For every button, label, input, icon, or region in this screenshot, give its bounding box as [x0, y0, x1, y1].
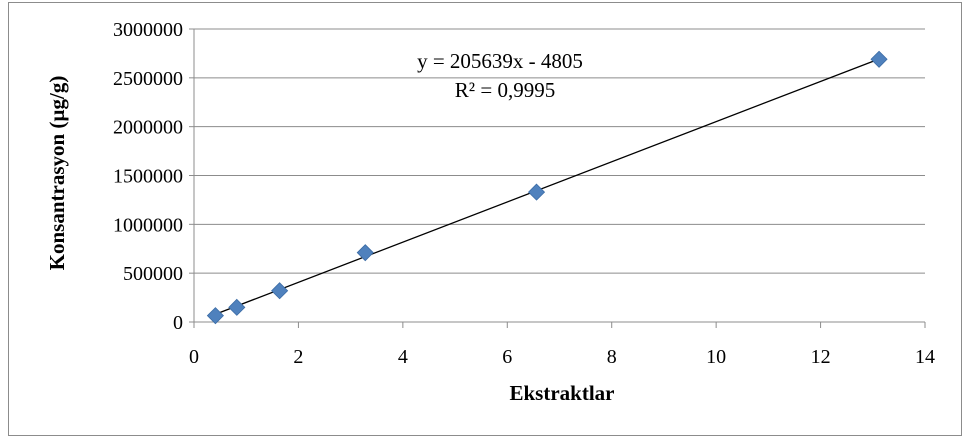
data-point — [527, 183, 546, 201]
axis-layer — [193, 29, 926, 328]
x-axis-title: Ekstraktlar — [510, 381, 615, 405]
y-tick-label: 2500000 — [113, 68, 183, 90]
y-tick-labels: 0 500000 1000000 1500000 2000000 2500000 30000… — [113, 19, 183, 334]
trendline-equation: y = 205639x - 4805 — [417, 49, 583, 73]
x-tick-label: 4 — [398, 346, 408, 368]
x-tick-label: 8 — [607, 346, 617, 368]
y-axis-title: Konsantrasyon (µg/g) — [45, 76, 69, 271]
data-point — [206, 307, 224, 325]
y-tick-label: 1500000 — [113, 166, 183, 188]
x-tick-labels: 0 2 4 6 8 10 12 14 — [189, 346, 935, 368]
grid-layer — [189, 28, 925, 323]
x-tick-label: 6 — [502, 346, 512, 368]
chart-frame — [8, 2, 962, 436]
y-tick-label: 2000000 — [113, 117, 183, 139]
data-points — [206, 50, 888, 325]
x-tick-label: 14 — [915, 346, 935, 368]
trendline — [215, 58, 880, 315]
data-point — [870, 50, 888, 68]
y-tick-label: 3000000 — [113, 19, 183, 41]
trendline-r-squared: R² = 0,9995 — [455, 78, 555, 102]
y-tick-label: 0 — [173, 312, 183, 334]
data-point — [271, 282, 289, 300]
data-point — [356, 244, 374, 262]
x-tick-label: 2 — [293, 346, 303, 368]
x-tick-label: 0 — [189, 346, 199, 368]
y-tick-label: 500000 — [123, 263, 183, 285]
x-tick-label: 12 — [811, 346, 831, 368]
y-tick-label: 1000000 — [113, 214, 183, 236]
data-point — [228, 298, 246, 316]
x-tick-label: 10 — [706, 346, 726, 368]
